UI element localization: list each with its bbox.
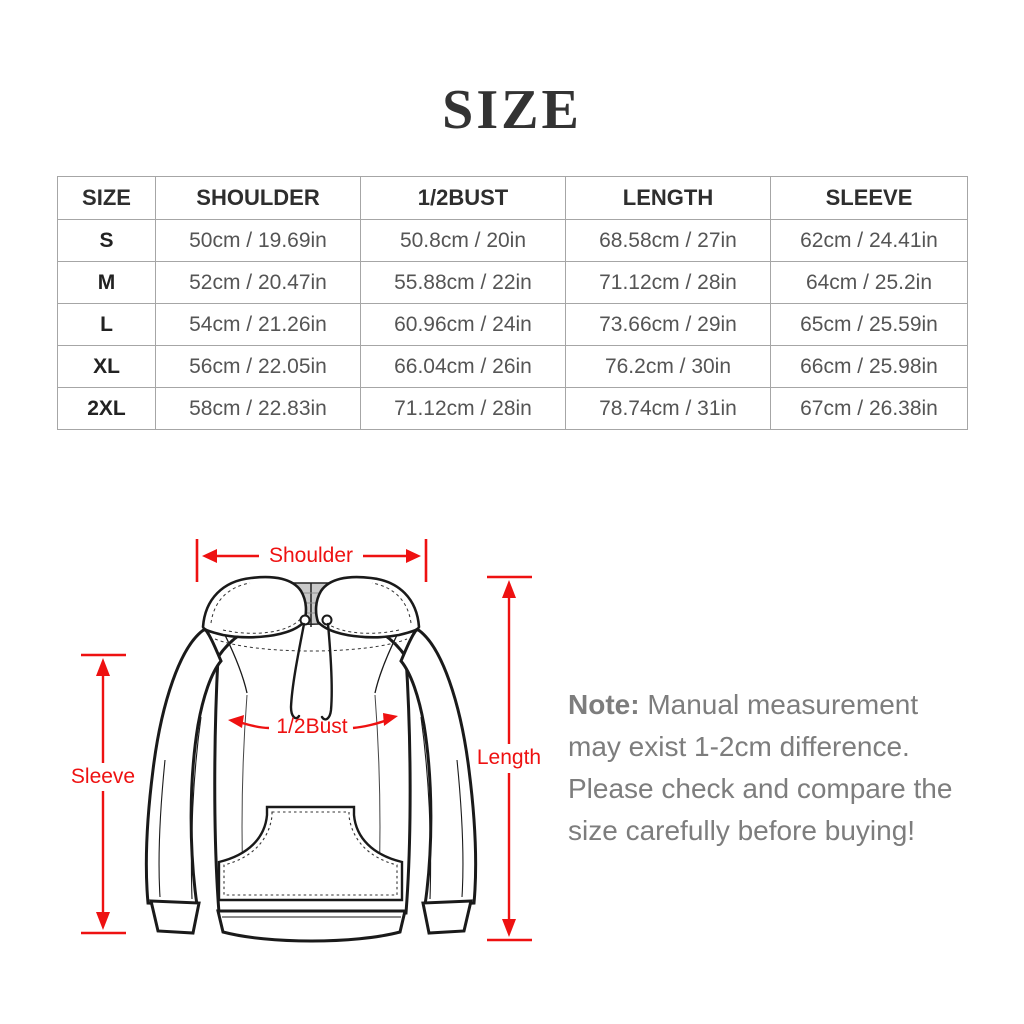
header-shoulder: SHOULDER	[155, 176, 361, 220]
header-length: LENGTH	[565, 176, 771, 220]
header-sleeve: SLEEVE	[770, 176, 968, 220]
hoodie-illustration	[81, 539, 532, 943]
note-text: Manual measurement may exist 1-2cm diffe…	[568, 689, 953, 846]
table-row: 2XL 58cm / 22.83in 71.12cm / 28in 78.74c…	[57, 387, 968, 430]
cell-shoulder: 54cm / 21.26in	[155, 303, 361, 346]
table-row: M 52cm / 20.47in 55.88cm / 22in 71.12cm …	[57, 261, 968, 304]
size-table: SIZE SHOULDER 1/2BUST LENGTH SLEEVE S 50…	[57, 176, 968, 430]
header-size: SIZE	[57, 176, 156, 220]
cell-size: S	[57, 219, 156, 262]
cell-sleeve: 64cm / 25.2in	[770, 261, 968, 304]
cell-shoulder: 52cm / 20.47in	[155, 261, 361, 304]
cell-bust: 55.88cm / 22in	[360, 261, 566, 304]
cell-sleeve: 66cm / 25.98in	[770, 345, 968, 388]
kangaroo-pocket	[217, 805, 404, 902]
cell-size: L	[57, 303, 156, 346]
cell-length: 76.2cm / 30in	[565, 345, 771, 388]
table-header-row: SIZE SHOULDER 1/2BUST LENGTH SLEEVE	[57, 176, 968, 220]
cell-bust: 50.8cm / 20in	[360, 219, 566, 262]
length-dim-label: Length	[476, 746, 542, 769]
cell-length: 71.12cm / 28in	[565, 261, 771, 304]
cell-sleeve: 65cm / 25.59in	[770, 303, 968, 346]
cell-shoulder: 58cm / 22.83in	[155, 387, 361, 430]
note-label: Note:	[568, 689, 640, 720]
cell-size: XL	[57, 345, 156, 388]
cell-bust: 66.04cm / 26in	[360, 345, 566, 388]
page-title: SIZE	[442, 79, 582, 141]
cell-sleeve: 67cm / 26.38in	[770, 387, 968, 430]
table-row: L 54cm / 21.26in 60.96cm / 24in 73.66cm …	[57, 303, 968, 346]
hood	[201, 575, 421, 721]
cell-size: 2XL	[57, 387, 156, 430]
cell-size: M	[57, 261, 156, 304]
bust-dim-label: 1/2Bust	[276, 715, 348, 738]
bust-arrow	[228, 713, 398, 730]
hoodie-sleeves	[144, 627, 478, 935]
cell-shoulder: 56cm / 22.05in	[155, 345, 361, 388]
cell-sleeve: 62cm / 24.41in	[770, 219, 968, 262]
table-row: XL 56cm / 22.05in 66.04cm / 26in 76.2cm …	[57, 345, 968, 388]
sleeve-arrow	[81, 653, 126, 935]
shoulder-dim-label: Shoulder	[268, 544, 354, 567]
cell-length: 73.66cm / 29in	[565, 303, 771, 346]
waistband	[216, 909, 407, 943]
dimension-arrows	[81, 539, 532, 942]
cell-bust: 71.12cm / 28in	[360, 387, 566, 430]
shoulder-arrow	[195, 539, 428, 582]
cell-bust: 60.96cm / 24in	[360, 303, 566, 346]
hoodie-measurement-diagram: Shoulder 1/2Bust Length Sleeve	[55, 525, 545, 985]
measurement-note: Note: Manual measurement may exist 1-2cm…	[568, 684, 976, 852]
length-arrow	[487, 575, 532, 942]
cell-length: 68.58cm / 27in	[565, 219, 771, 262]
cell-shoulder: 50cm / 19.69in	[155, 219, 361, 262]
cell-length: 78.74cm / 31in	[565, 387, 771, 430]
sleeve-dim-label: Sleeve	[70, 765, 136, 788]
header-bust: 1/2BUST	[360, 176, 566, 220]
table-row: S 50cm / 19.69in 50.8cm / 20in 68.58cm /…	[57, 219, 968, 262]
